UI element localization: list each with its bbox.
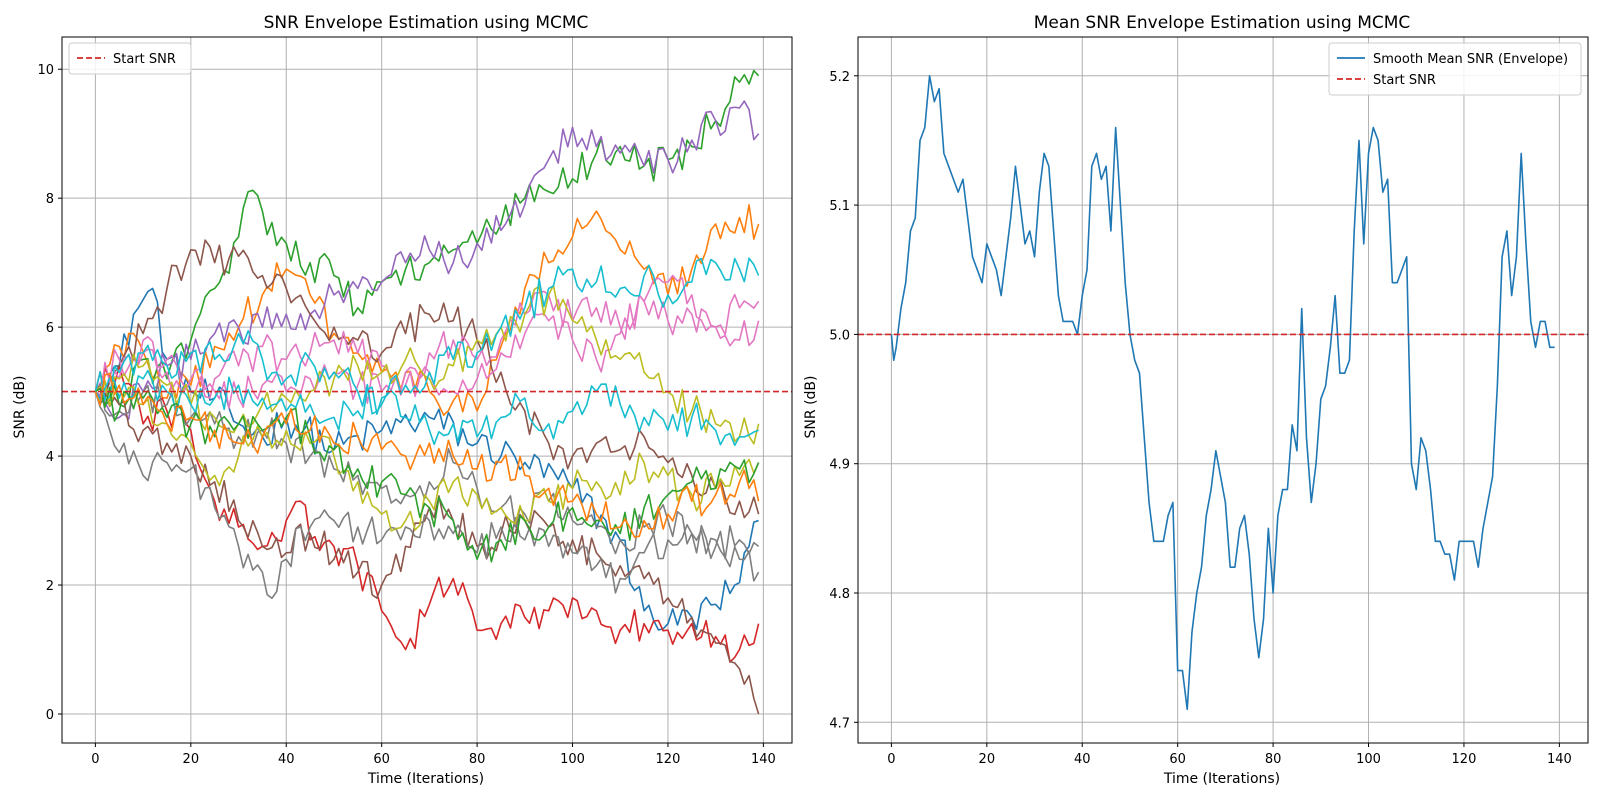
right-series-line: [890, 74, 1555, 711]
right-x-tick-label: 100: [1356, 752, 1381, 767]
left-legend-label: Start SNR: [113, 52, 176, 67]
left-x-tick-label: 40: [278, 752, 295, 767]
right-x-tick-label: 120: [1452, 752, 1477, 767]
left-chart-title: SNR Envelope Estimation using MCMC: [264, 13, 589, 33]
left-x-tick-label: 140: [751, 752, 776, 767]
right-x-tick-label: 20: [979, 752, 996, 767]
right-y-tick-label: 4.7: [829, 716, 850, 731]
left-series-line: [94, 388, 760, 715]
left-series-line: [94, 204, 760, 416]
left-series-line: [94, 391, 760, 600]
right-x-tick-label: 0: [887, 752, 895, 767]
left-series-line: [94, 69, 760, 408]
left-series-line: [94, 290, 760, 409]
right-chart-title: Mean SNR Envelope Estimation using MCMC: [1034, 13, 1411, 33]
left-series-line: [94, 379, 760, 532]
right-legend-label: Start SNR: [1373, 73, 1436, 88]
right-legend-label: Smooth Mean SNR (Envelope): [1373, 52, 1568, 67]
left-series-line: [94, 274, 760, 402]
left-y-tick-label: 4: [46, 450, 54, 465]
left-series-line: [94, 257, 760, 415]
left-series-group: [94, 69, 760, 715]
left-series-line: [94, 100, 760, 421]
right-x-tick-label: 40: [1074, 752, 1091, 767]
left-axes-frame: [61, 36, 793, 744]
left-series-line: [94, 386, 760, 563]
left-y-tick-label: 8: [46, 192, 54, 207]
right-legend-box: [1328, 42, 1582, 96]
left-legend: Start SNR: [68, 42, 192, 75]
left-series-line: [94, 369, 759, 446]
left-series-line: [94, 239, 760, 519]
right-series-group: [890, 74, 1555, 711]
right-y-tick-label: 4.9: [829, 458, 850, 473]
right-x-tick-label: 80: [1265, 752, 1282, 767]
right-chart-xlabel: Time (Iterations): [1163, 771, 1280, 787]
left-chart-panel: SNR Envelope Estimation using MCMC Time …: [12, 13, 793, 787]
left-x-tick-label: 60: [373, 752, 390, 767]
left-series-line: [94, 372, 760, 538]
right-x-tick-label: 60: [1169, 752, 1186, 767]
left-x-tick-label: 100: [560, 752, 585, 767]
left-x-tick-label: 120: [656, 752, 681, 767]
left-series-line: [94, 365, 760, 663]
left-y-tick-label: 10: [37, 63, 54, 78]
right-x-tick-label: 140: [1547, 752, 1572, 767]
left-x-tick-label: 80: [469, 752, 486, 767]
left-series-line: [94, 287, 759, 631]
left-y-tick-label: 0: [46, 708, 54, 723]
left-legend-box: [68, 42, 192, 75]
left-chart-xlabel: Time (Iterations): [367, 771, 484, 787]
right-axes-frame: [857, 36, 1589, 744]
right-y-tick-label: 5.0: [829, 328, 850, 343]
left-chart-ylabel: SNR (dB): [12, 376, 28, 439]
right-y-tick-label: 5.2: [829, 70, 850, 85]
left-y-tick-label: 2: [46, 579, 54, 594]
left-x-tick-label: 20: [183, 752, 200, 767]
left-y-tick-label: 6: [46, 321, 54, 336]
right-legend: Smooth Mean SNR (Envelope) Start SNR: [1328, 42, 1582, 96]
right-chart-panel: Mean SNR Envelope Estimation using MCMC …: [803, 13, 1589, 787]
left-x-tick-label: 0: [91, 752, 99, 767]
right-y-tick-label: 5.1: [829, 199, 850, 214]
right-chart-ylabel: SNR (dB): [803, 376, 819, 439]
right-y-tick-label: 4.8: [829, 587, 850, 602]
